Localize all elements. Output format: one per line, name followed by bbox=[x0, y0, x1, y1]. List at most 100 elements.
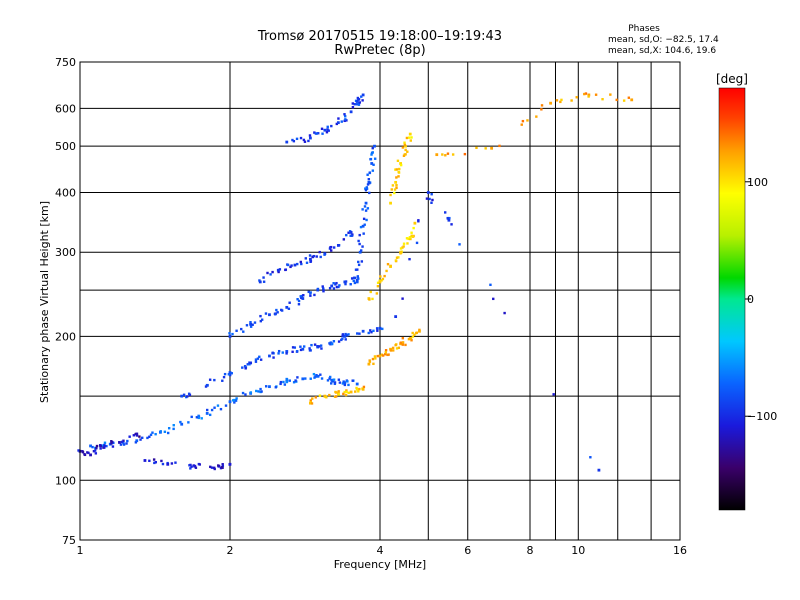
data-point-scatter bbox=[300, 294, 304, 298]
data-point-scatter bbox=[343, 113, 346, 116]
data-point-scatter bbox=[351, 102, 355, 105]
data-point bbox=[99, 444, 103, 448]
data-point-scatter bbox=[228, 373, 232, 377]
data-point bbox=[228, 400, 232, 404]
data-point-scatter bbox=[395, 168, 398, 171]
data-point-scatter bbox=[615, 98, 618, 102]
series-1 bbox=[143, 458, 232, 471]
data-point bbox=[394, 315, 398, 319]
data-point-scatter bbox=[359, 249, 363, 252]
data-point-scatter bbox=[287, 307, 291, 310]
data-point-scatter bbox=[356, 275, 360, 278]
data-point-scatter bbox=[221, 379, 224, 382]
data-point-scatter bbox=[125, 442, 128, 445]
data-point bbox=[630, 98, 634, 102]
data-point-scatter bbox=[560, 98, 563, 102]
data-point-scatter bbox=[296, 262, 299, 266]
data-point bbox=[301, 297, 305, 300]
data-point-scatter bbox=[381, 354, 385, 357]
data-point-scatter bbox=[299, 295, 302, 298]
data-point-scatter bbox=[86, 451, 89, 454]
data-point-scatter bbox=[381, 277, 385, 281]
data-point-scatter bbox=[210, 408, 214, 412]
data-point-scatter bbox=[95, 447, 98, 450]
data-point bbox=[293, 263, 297, 267]
data-point-scatter bbox=[333, 382, 337, 386]
data-point-scatter bbox=[271, 270, 274, 274]
data-point bbox=[389, 201, 392, 205]
data-point bbox=[205, 412, 209, 415]
data-point-scatter bbox=[589, 456, 592, 459]
data-point-scatter bbox=[503, 311, 506, 315]
data-point-scatter bbox=[364, 187, 367, 190]
plot-frame bbox=[79, 61, 681, 541]
data-point-scatter bbox=[126, 439, 129, 443]
data-point-scatter bbox=[210, 466, 214, 469]
data-point bbox=[408, 237, 412, 241]
data-point-scatter bbox=[443, 211, 447, 214]
data-point-scatter bbox=[354, 268, 358, 271]
data-point-scatter bbox=[172, 423, 175, 427]
data-point-scatter bbox=[322, 288, 325, 292]
data-point-scatter bbox=[399, 341, 403, 344]
data-point bbox=[336, 244, 340, 247]
data-point-scatter bbox=[393, 188, 397, 191]
data-point-scatter bbox=[350, 234, 354, 237]
data-point-scatter bbox=[370, 330, 373, 334]
series-7 bbox=[285, 93, 365, 144]
y-tick-label: 200 bbox=[55, 330, 76, 343]
data-point-scatter bbox=[492, 297, 495, 301]
data-point-scatter bbox=[380, 279, 383, 282]
data-point-scatter bbox=[302, 294, 305, 297]
data-point-scatter bbox=[387, 353, 390, 356]
data-point-scatter bbox=[266, 271, 269, 275]
data-point-scatter bbox=[195, 416, 199, 419]
colorbar-tick-label: −100 bbox=[747, 410, 777, 423]
data-point-scatter bbox=[395, 256, 399, 259]
data-point-scatter bbox=[148, 435, 151, 438]
data-point bbox=[349, 231, 353, 234]
data-point-scatter bbox=[352, 276, 356, 279]
data-point-scatter bbox=[170, 462, 174, 465]
data-point bbox=[404, 144, 407, 148]
data-point-scatter bbox=[255, 389, 258, 393]
data-point bbox=[355, 382, 359, 386]
data-point-scatter bbox=[245, 324, 249, 327]
data-point-scatter bbox=[555, 99, 559, 102]
series-6 bbox=[354, 144, 377, 284]
data-point-scatter bbox=[151, 431, 154, 434]
data-point-scatter bbox=[314, 396, 317, 399]
data-point-scatter bbox=[314, 375, 317, 378]
data-point-scatter bbox=[344, 282, 347, 286]
data-point-scatter bbox=[297, 299, 301, 303]
data-point bbox=[330, 378, 334, 382]
data-point-scatter bbox=[197, 416, 200, 420]
data-point-scatter bbox=[141, 436, 144, 440]
data-point-scatter bbox=[358, 387, 361, 391]
data-point-scatter bbox=[310, 343, 313, 347]
data-point-scatter bbox=[415, 241, 419, 245]
data-point-scatter bbox=[294, 379, 297, 382]
data-point-scatter bbox=[188, 464, 191, 467]
data-point-scatter bbox=[257, 390, 260, 393]
data-point-scatter bbox=[316, 345, 319, 348]
data-point-scatter bbox=[389, 349, 393, 352]
data-point-scatter bbox=[205, 408, 209, 412]
data-point-scatter bbox=[328, 286, 332, 290]
data-point-scatter bbox=[240, 327, 243, 331]
data-point-scatter bbox=[285, 352, 288, 355]
data-point-scatter bbox=[361, 208, 364, 211]
data-point bbox=[361, 224, 365, 228]
data-point-scatter bbox=[393, 191, 396, 195]
data-point-scatter bbox=[234, 399, 238, 402]
data-point-scatter bbox=[230, 372, 233, 375]
data-point-scatter bbox=[223, 372, 227, 376]
data-point bbox=[205, 383, 209, 387]
data-point-scatter bbox=[296, 350, 299, 353]
data-point-scatter bbox=[304, 257, 307, 260]
data-point-scatter bbox=[355, 386, 358, 390]
colorbar-tick-label: 100 bbox=[747, 176, 768, 189]
data-point-scatter bbox=[288, 301, 291, 304]
colorbar-ticks: 100 0 −100 bbox=[745, 176, 777, 423]
data-point-scatter bbox=[300, 296, 303, 299]
